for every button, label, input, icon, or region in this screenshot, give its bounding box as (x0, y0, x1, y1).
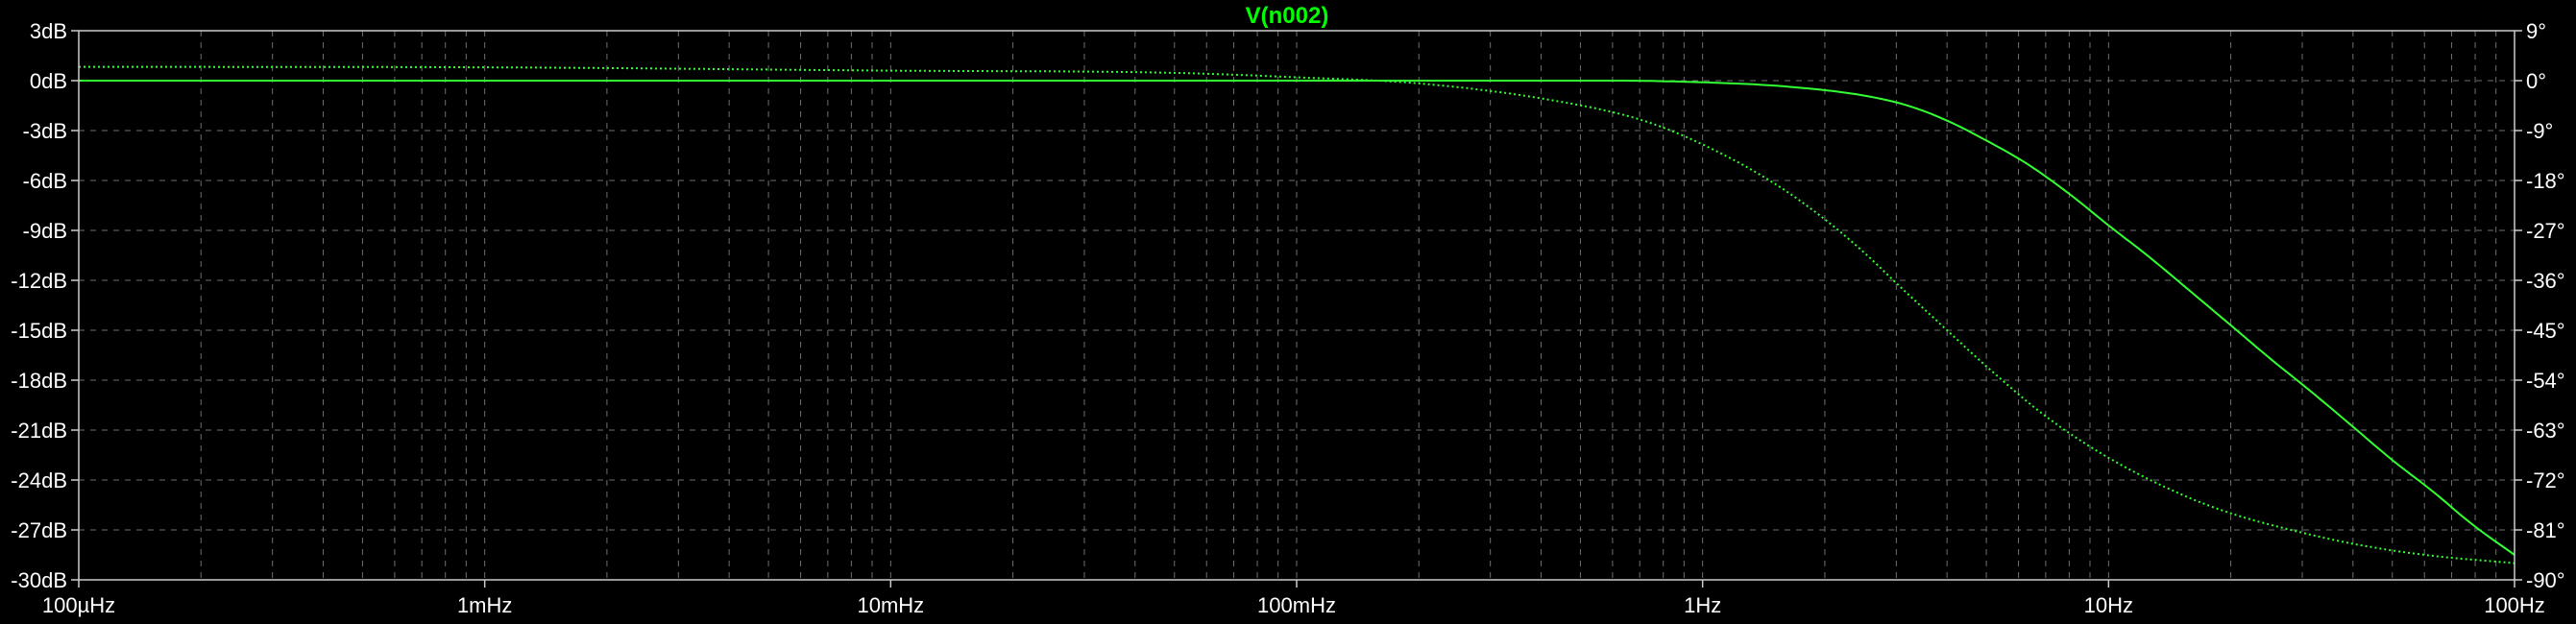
right-tick-label: -36° (2526, 269, 2565, 293)
traces (79, 65, 2515, 564)
x-axis-labels: 100µHz 1mHz 10mHz 100mHz 1Hz 10Hz 100Hz (42, 580, 2545, 617)
right-tick-label: -72° (2526, 468, 2565, 492)
magnitude-trace (79, 80, 2515, 556)
left-tick-label: -18dB (11, 369, 67, 393)
right-tick-label: 0° (2526, 69, 2546, 93)
right-tick-label: -9° (2526, 119, 2553, 143)
left-tick-label: 3dB (30, 19, 67, 43)
left-tick-label: -6dB (23, 169, 67, 193)
left-tick-label: 0dB (30, 69, 67, 93)
chart-title: V(n002) (1246, 3, 1329, 29)
left-tick-label: -27dB (11, 518, 67, 542)
left-tick-label: -30dB (11, 568, 67, 592)
x-tick-label: 10mHz (857, 593, 924, 617)
grid-lines (79, 31, 2515, 580)
right-tick-label: -54° (2526, 369, 2565, 393)
right-tick-label: -81° (2526, 518, 2565, 542)
right-tick-label: -18° (2526, 169, 2565, 193)
left-tick-label: -15dB (11, 319, 67, 343)
x-tick-label: 1Hz (1684, 593, 1721, 617)
phase-trace (79, 65, 2515, 564)
x-tick-label: 100µHz (42, 593, 115, 617)
right-tick-label: -27° (2526, 219, 2565, 243)
left-tick-label: -21dB (11, 419, 67, 443)
right-tick-label: -45° (2526, 319, 2565, 343)
x-tick-label: 100mHz (1257, 593, 1336, 617)
right-tick-label: 9° (2526, 19, 2546, 43)
left-tick-label: -24dB (11, 468, 67, 492)
left-tick-label: -9dB (23, 219, 67, 243)
right-tick-label: -90° (2526, 568, 2565, 592)
right-axis-labels: 9° 0° -9° -18° -27° -36° -45° -54° -63° -72° -81° -… (2515, 19, 2565, 592)
left-tick-label: -12dB (11, 269, 67, 293)
right-tick-label: -63° (2526, 419, 2565, 443)
left-axis-labels: 3dB 0dB -3dB -6dB -9dB -12dB -15dB -18dB -21dB -2… (11, 19, 79, 592)
x-tick-label: 10Hz (2084, 593, 2133, 617)
x-tick-label: 100Hz (2484, 593, 2545, 617)
x-tick-label: 1mHz (457, 593, 512, 617)
left-tick-label: -3dB (23, 119, 67, 143)
